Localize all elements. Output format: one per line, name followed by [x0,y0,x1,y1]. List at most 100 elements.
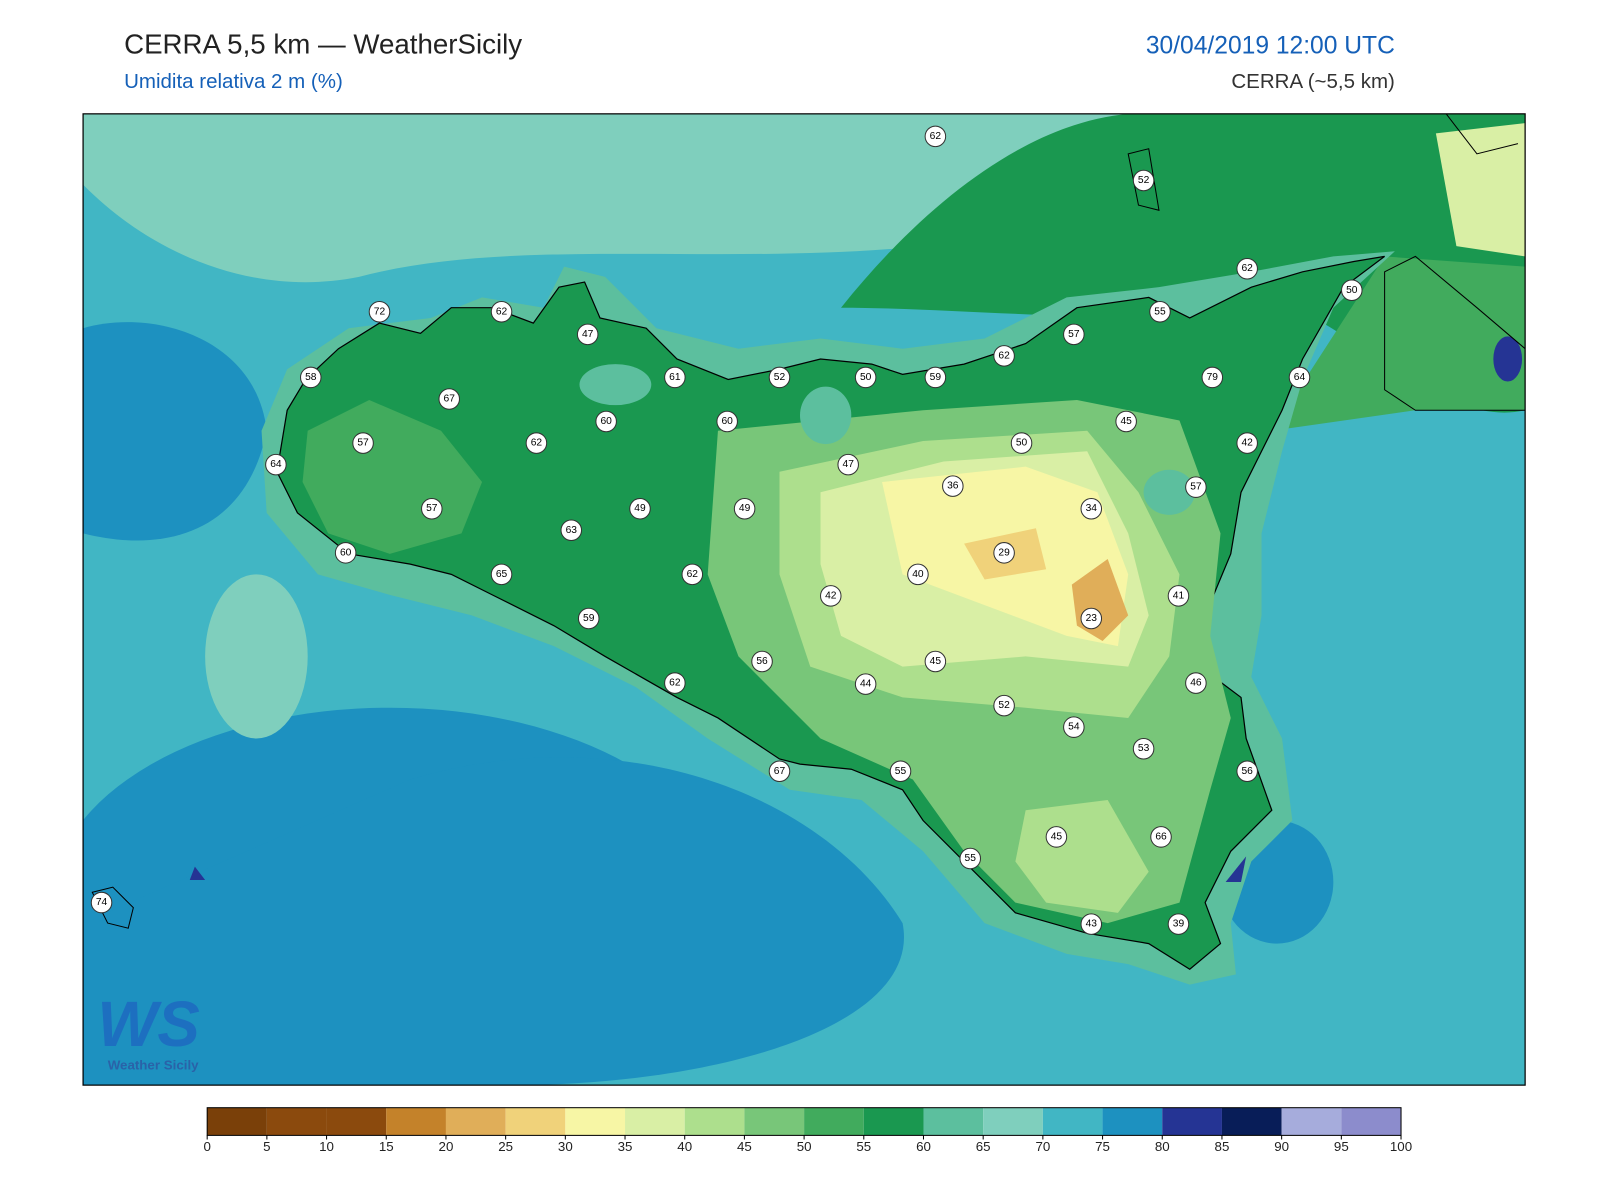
colorbar-swatch [625,1107,685,1136]
colorbar-swatch [445,1107,506,1136]
station-value: 62 [687,569,699,580]
station-marker [299,366,322,389]
colorbar-tick-label: 80 [1155,1139,1170,1154]
station-value: 60 [600,416,612,427]
station-value: 61 [669,372,681,383]
station: 50 [854,366,877,389]
station-marker [907,563,929,586]
station: 54 [1063,716,1085,738]
station-marker [768,366,791,389]
station: 45 [924,650,947,673]
station: 40 [907,563,929,586]
station: 41 [1167,585,1190,607]
station-value: 45 [1120,416,1132,427]
station-value: 39 [1173,919,1185,930]
station-value: 57 [1068,329,1080,340]
colorbar-tick-label: 40 [677,1139,692,1154]
station-marker [889,760,912,783]
station: 64 [265,453,287,476]
station-value: 56 [756,656,768,667]
station-marker [1185,672,1207,694]
station-marker [716,410,738,433]
station-value: 54 [1068,722,1080,733]
colorbar-swatch [505,1107,566,1136]
station: 58 [299,366,322,389]
station: 57 [352,432,374,454]
colorbar-tick-label: 45 [737,1139,752,1154]
station: 50 [1010,432,1033,454]
station-marker [90,891,113,914]
station-marker [1080,497,1103,520]
station-marker [959,847,982,870]
station-marker [820,585,842,607]
date: 30/04/2019 12:00 UTC [1146,32,1395,59]
station-marker [1080,913,1103,935]
station: 63 [560,519,583,542]
colorbar-tick-label: 30 [558,1139,573,1154]
station: 64 [1288,366,1311,389]
station: 61 [664,366,686,389]
colorbar-swatch [923,1107,984,1136]
station: 57 [421,497,443,520]
colorbar-swatch [804,1107,864,1136]
station-value: 29 [998,547,1010,558]
station: 62 [1236,257,1258,280]
station: 42 [1236,432,1258,454]
colorbar-swatch [386,1107,446,1136]
station: 36 [942,475,964,497]
colorbar-tick-label: 5 [263,1139,270,1154]
station: 43 [1080,913,1103,935]
station-value: 36 [947,481,959,492]
station-value: 47 [843,459,855,470]
colorbar-tick-label: 25 [498,1139,513,1154]
station-marker [629,497,651,520]
colorbar-swatch [1341,1107,1402,1136]
station: 62 [490,301,513,323]
station-value: 66 [1155,831,1167,842]
station: 53 [1132,737,1155,760]
station: 39 [1167,913,1190,935]
station: 45 [1045,826,1068,848]
station-value: 60 [340,547,352,558]
stations: 62 52 62 50 72 62 47 55 57 62 58 67 61 52 50 59 79 64 60 60… [90,125,1363,935]
station-value: 41 [1173,590,1185,601]
station-value: 63 [566,525,578,536]
station-value: 74 [96,897,108,908]
station: 56 [751,650,773,673]
station-value: 64 [270,459,282,470]
station-marker [993,345,1015,367]
colorbar-swatch [1162,1107,1222,1136]
station: 60 [334,542,357,564]
station-value: 55 [965,853,977,864]
logo-text: Weather Sicily [108,1058,199,1073]
station-marker [854,366,877,389]
station: 29 [993,542,1015,564]
station: 65 [490,563,513,586]
station-value: 49 [634,503,646,514]
station-value: 62 [998,350,1010,361]
station-marker [854,673,877,695]
station-value: 40 [912,569,924,580]
station-value: 50 [1346,285,1358,296]
station: 59 [577,607,600,630]
logo: WS Weather Sicily [97,989,199,1073]
station-value: 62 [1241,263,1253,274]
colorbar-tick-label: 95 [1334,1139,1349,1154]
colorbar-swatch [565,1107,626,1136]
station-marker [1236,432,1258,454]
station-marker [664,672,686,694]
colorbar-tick-label: 60 [916,1139,931,1154]
station-value: 23 [1086,613,1098,624]
station: 47 [837,453,859,476]
colorbar-tick-label: 65 [976,1139,991,1154]
station-marker [1201,366,1224,389]
colorbar-tick-label: 70 [1035,1139,1050,1154]
station-value: 42 [1241,438,1253,449]
station: 57 [1063,323,1085,346]
station-marker [1132,737,1155,760]
station-value: 50 [1016,438,1028,449]
station-value: 67 [774,766,786,777]
station-marker [1115,410,1137,433]
